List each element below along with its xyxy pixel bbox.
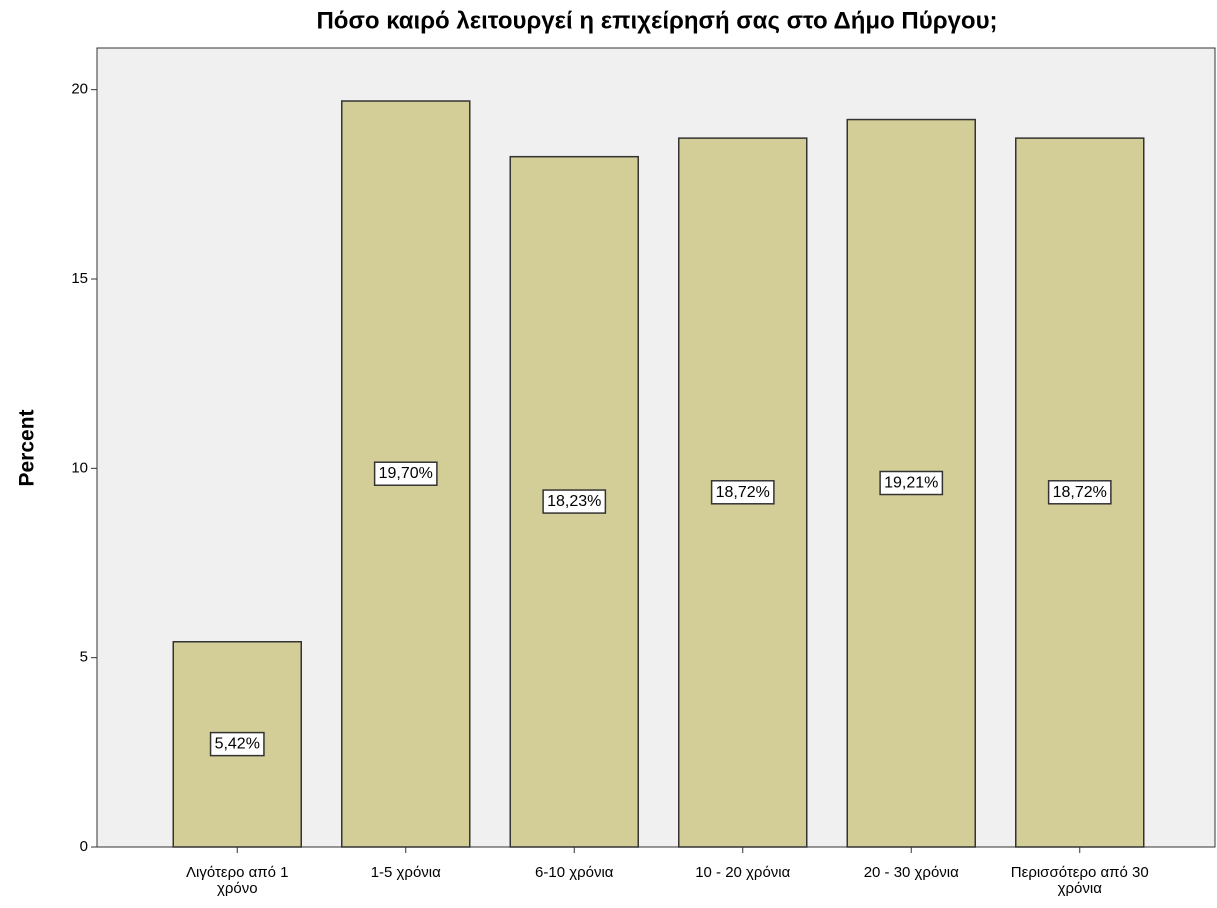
value-label: 18,23% bbox=[547, 493, 601, 510]
value-label: 18,72% bbox=[716, 484, 770, 501]
value-label: 5,42% bbox=[215, 736, 260, 753]
value-label-box bbox=[879, 470, 944, 496]
y-tick-label: 20 bbox=[71, 81, 88, 98]
value-label: 19,70% bbox=[379, 465, 433, 482]
value-label-box bbox=[542, 489, 607, 514]
x-tick-label: 10 - 20 χρόνια bbox=[695, 864, 791, 881]
y-tick-label: 0 bbox=[80, 838, 88, 855]
x-tick-label: Περισσότερο από 30 χρόνια bbox=[1010, 864, 1149, 897]
y-axis-label: Percent bbox=[16, 409, 39, 486]
value-label: 18,72% bbox=[1053, 484, 1107, 501]
value-label-box bbox=[209, 731, 265, 757]
value-label-box bbox=[710, 480, 775, 505]
value-label-box bbox=[1047, 480, 1112, 505]
x-tick-label: 1-5 χρόνια bbox=[370, 864, 441, 881]
y-tick-label: 15 bbox=[71, 270, 88, 287]
x-tick-label: 20 - 30 χρόνια bbox=[863, 864, 959, 881]
value-label: 19,21% bbox=[884, 475, 938, 492]
value-label-box bbox=[373, 461, 438, 486]
y-tick-label: 5 bbox=[80, 649, 88, 666]
y-tick-label: 10 bbox=[71, 459, 88, 476]
x-tick-label: 6-10 χρόνια bbox=[535, 864, 614, 881]
chart-title: Πόσο καιρό λειτουργεί η επιχείρησή σας σ… bbox=[316, 7, 997, 34]
x-tick-label: Λιγότερο από 1 χρόνο bbox=[185, 864, 289, 897]
